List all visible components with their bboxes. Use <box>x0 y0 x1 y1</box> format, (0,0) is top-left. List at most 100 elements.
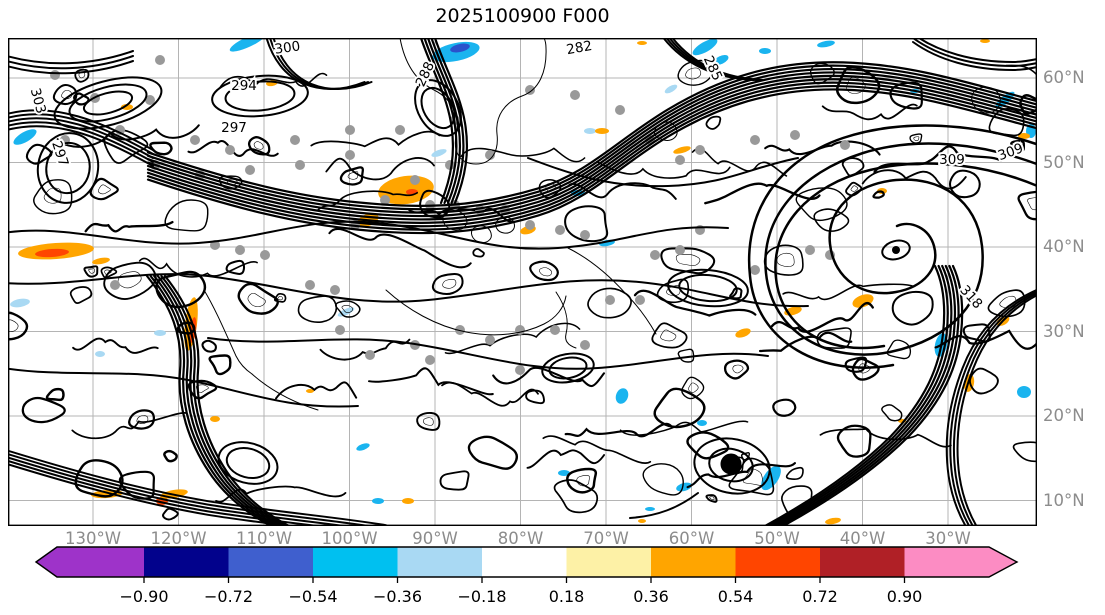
contour-squiggle <box>218 72 328 90</box>
station-dot <box>395 125 405 135</box>
jet-stream-bundles <box>8 38 1037 526</box>
contour-squiggle <box>782 283 914 300</box>
coast-hudson-bay <box>399 38 547 165</box>
station-dot <box>485 335 495 345</box>
station-dot <box>695 145 705 155</box>
station-dot <box>345 125 355 135</box>
contour-bundle-strand <box>8 463 298 526</box>
contour-bundle-strand <box>766 264 949 526</box>
contour-bundle-strand <box>949 290 1037 526</box>
station-dot <box>675 155 685 165</box>
anomaly-patch <box>735 328 751 338</box>
lon-tick-label: 130°W <box>64 529 122 548</box>
contour-blob <box>881 404 903 422</box>
contour-blob-inner <box>253 141 264 150</box>
anomaly-patch <box>92 257 110 265</box>
contour-blob-inner <box>8 319 19 333</box>
station-dot <box>295 160 305 170</box>
contour-blob <box>472 247 485 258</box>
contour-bundle-strand <box>156 274 285 526</box>
contour-bundle-strand <box>8 50 134 65</box>
station-dot <box>290 135 300 145</box>
anomaly-patch <box>372 498 384 504</box>
contour-ring <box>211 74 309 118</box>
station-dot <box>515 325 525 335</box>
anomaly-patch <box>637 41 647 45</box>
station-dot <box>550 325 560 335</box>
contour-blob <box>100 266 118 279</box>
contour-blob <box>686 431 730 460</box>
contour-bundle-strand <box>769 264 953 526</box>
contour-blob <box>52 84 78 106</box>
contour-bundle-strand <box>146 74 1037 221</box>
contour-blob <box>69 286 93 304</box>
station-dot <box>190 135 200 145</box>
contour-bundle-strand <box>8 117 154 159</box>
contour-blob-inner <box>858 363 871 374</box>
station-dot <box>225 145 235 155</box>
colorbar-segment <box>482 547 567 577</box>
contour-bundle-strand <box>8 459 326 526</box>
contour-bundle-strand <box>777 264 960 526</box>
contour-ring <box>36 132 100 204</box>
contour-blob <box>656 278 690 304</box>
lat-tick-label: 30°N <box>1043 321 1085 341</box>
contour-blob <box>1012 441 1037 463</box>
contour-label: 309 <box>939 152 965 168</box>
contour-gyre-eye <box>881 239 911 261</box>
station-dot <box>485 150 495 160</box>
contour-blob <box>21 396 66 424</box>
gyre-center-dot <box>892 246 900 254</box>
contour-blob <box>705 494 718 503</box>
station-dot <box>840 140 850 150</box>
colorbar-tick-label: 0.90 <box>887 587 923 606</box>
colorbar-left-arrow <box>36 547 144 577</box>
anomaly-patch <box>378 175 434 205</box>
colorbar-tick-label: 0.36 <box>633 587 669 606</box>
contour-blob-inner <box>732 364 744 374</box>
contour-bundle-strand <box>163 274 292 526</box>
contour-blob <box>740 452 751 461</box>
contour-blob <box>103 261 157 300</box>
contour-blob <box>8 311 29 341</box>
station-dot <box>805 245 815 255</box>
contour-blob <box>813 208 850 232</box>
contour-bundle-strand <box>917 38 1037 64</box>
contour-blob-inner <box>776 252 795 267</box>
station-dot <box>580 340 590 350</box>
anomaly-patch <box>817 40 835 48</box>
lat-tick-label: 50°N <box>1043 152 1085 172</box>
anomaly-patch <box>759 48 771 54</box>
station-dot <box>750 265 760 275</box>
contour-label: 282 <box>565 38 593 58</box>
anomaly-patch <box>713 55 729 65</box>
contour-blob <box>149 141 173 156</box>
coast-mexico <box>251 373 319 411</box>
coast-gulf <box>385 289 567 336</box>
contour-blob <box>1017 190 1037 221</box>
anomaly-patch <box>210 416 220 422</box>
contour-label: 294 <box>231 78 257 94</box>
contour-bundle-strand <box>945 289 1037 526</box>
anomaly-patch <box>35 248 69 258</box>
station-dot <box>455 325 465 335</box>
contour-squiggle <box>564 422 672 438</box>
anomaly-patch <box>825 517 841 525</box>
contour-blob-inner <box>688 382 699 393</box>
contour-blob <box>651 322 688 349</box>
contour-squiggle <box>686 462 796 489</box>
anomaly-patch <box>676 482 692 492</box>
contour-bundle-strand <box>8 55 134 70</box>
coast-florida <box>555 291 577 349</box>
contour-blob-inner <box>88 268 95 274</box>
lon-tick-label: 60°W <box>668 529 715 548</box>
colorbar-tick-label: 0.72 <box>802 587 838 606</box>
contour-blob <box>163 449 178 463</box>
lon-tick-label: 90°W <box>412 529 458 548</box>
contour-blob-inner <box>277 296 283 301</box>
contour-blob <box>723 359 750 380</box>
contour-blob-inner <box>913 136 920 141</box>
contour-bundle-strand <box>952 292 1037 526</box>
colorbar-tick-label: 0.18 <box>549 587 585 606</box>
contour-blob-inner <box>61 89 72 100</box>
